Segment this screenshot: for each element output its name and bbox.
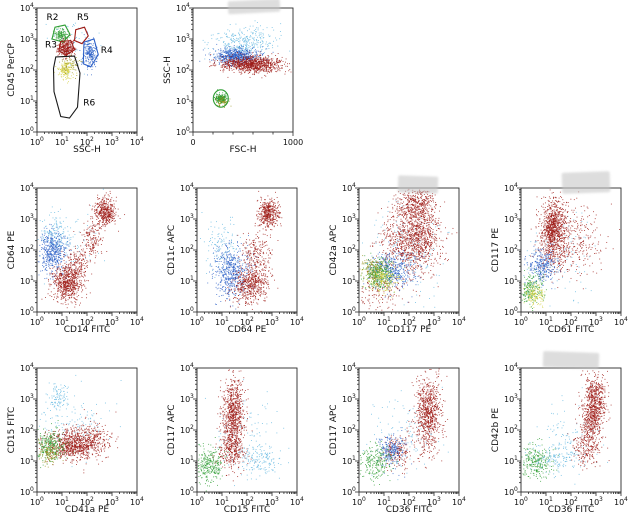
- y-axis-label: CD42b PE: [491, 407, 501, 453]
- plot-cd117-pe-vs-cd61-fitc: CD117 PE CD61 FITC: [486, 180, 638, 348]
- y-axis-label: CD117 APC: [167, 404, 177, 456]
- scatter-canvas: [324, 180, 476, 348]
- plot-cd15-fitc-vs-cd41a-pe: CD15 FITC CD41a PE: [2, 360, 154, 528]
- x-axis-label: CD15 FITC: [223, 505, 271, 515]
- x-axis-label: CD14 FITC: [63, 325, 111, 335]
- x-axis-label: CD36 FITC: [385, 505, 433, 515]
- scatter-canvas: [162, 360, 314, 528]
- plot-cd64-pe-vs-cd14-fitc: CD64 PE CD14 FITC: [2, 180, 154, 348]
- x-axis-label: FSC-H: [229, 145, 257, 155]
- y-axis-label: CD45 PerCP: [7, 43, 17, 97]
- x-axis-label: CD64 PE: [227, 325, 267, 335]
- x-axis-label: CD61 FITC: [547, 325, 595, 335]
- scatter-canvas: [486, 180, 638, 348]
- x-axis-label: CD41a PE: [64, 505, 110, 515]
- scatter-canvas: [162, 180, 314, 348]
- y-axis-label: SSC-H: [163, 56, 173, 84]
- plot-cd117-apc-vs-cd36-fitc: CD117 APC CD36 FITC: [324, 360, 476, 528]
- y-axis-label: CD64 PE: [7, 230, 17, 270]
- x-axis-label: SSC-H: [73, 145, 101, 155]
- y-axis-label: CD117 APC: [329, 404, 339, 456]
- scan-artifact: [542, 351, 600, 369]
- scatter-canvas: [158, 0, 310, 168]
- scan-artifact: [561, 171, 611, 194]
- scatter-canvas: [324, 360, 476, 528]
- plot-cd45-percp-vs-ssc-h: CD45 PerCP SSC-H: [2, 0, 154, 168]
- plot-ssc-h-vs-fsc-h: SSC-H FSC-H: [158, 0, 310, 168]
- y-axis-label: CD117 PE: [491, 227, 501, 273]
- scatter-canvas: [2, 360, 154, 528]
- y-axis-label: CD42a APC: [329, 224, 339, 276]
- plot-cd42a-apc-vs-cd117-pe: CD42a APC CD117 PE: [324, 180, 476, 348]
- scatter-canvas: [486, 360, 638, 528]
- scan-artifact: [397, 175, 439, 194]
- x-axis-label: CD36 FITC: [547, 505, 595, 515]
- plot-cd11c-apc-vs-cd64-pe: CD11c APC CD64 PE: [162, 180, 314, 348]
- x-axis-label: CD117 PE: [386, 325, 432, 335]
- y-axis-label: CD11c APC: [167, 224, 177, 276]
- scatter-canvas: [2, 180, 154, 348]
- y-axis-label: CD15 FITC: [7, 406, 17, 454]
- plot-cd117-apc-vs-cd15-fitc: CD117 APC CD15 FITC: [162, 360, 314, 528]
- scatter-canvas: [2, 0, 154, 168]
- plot-cd42b-pe-vs-cd36-fitc: CD42b PE CD36 FITC: [486, 360, 638, 528]
